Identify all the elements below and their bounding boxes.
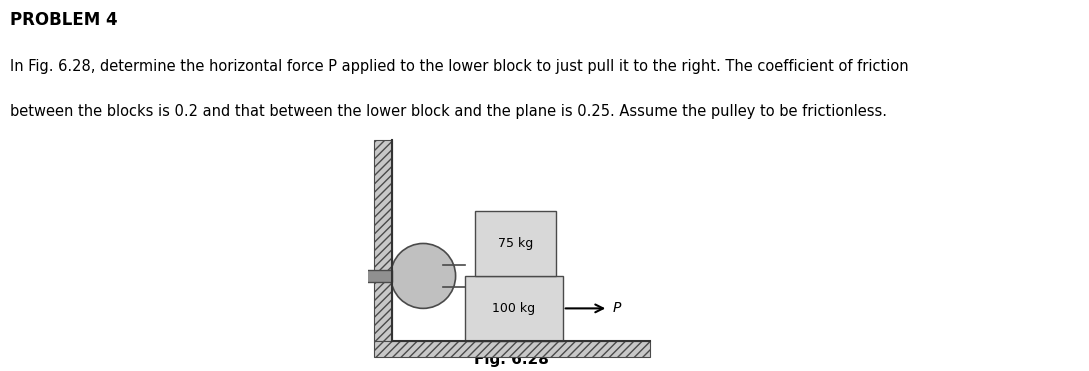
Text: PROBLEM 4: PROBLEM 4 <box>10 11 118 29</box>
Bar <box>375 341 650 357</box>
Bar <box>465 276 563 341</box>
Bar <box>363 270 392 282</box>
Text: between the blocks is 0.2 and that between the lower block and the plane is 0.25: between the blocks is 0.2 and that betwe… <box>10 104 886 119</box>
Text: Fig. 6.28: Fig. 6.28 <box>475 352 549 367</box>
Text: 75 kg: 75 kg <box>498 237 534 250</box>
Text: 100 kg: 100 kg <box>492 302 536 315</box>
Text: In Fig. 6.28, determine the horizontal force P applied to the lower block to jus: In Fig. 6.28, determine the horizontal f… <box>10 59 908 74</box>
Text: P: P <box>613 301 622 315</box>
Circle shape <box>391 243 455 308</box>
Bar <box>375 139 392 341</box>
Bar <box>475 211 556 276</box>
